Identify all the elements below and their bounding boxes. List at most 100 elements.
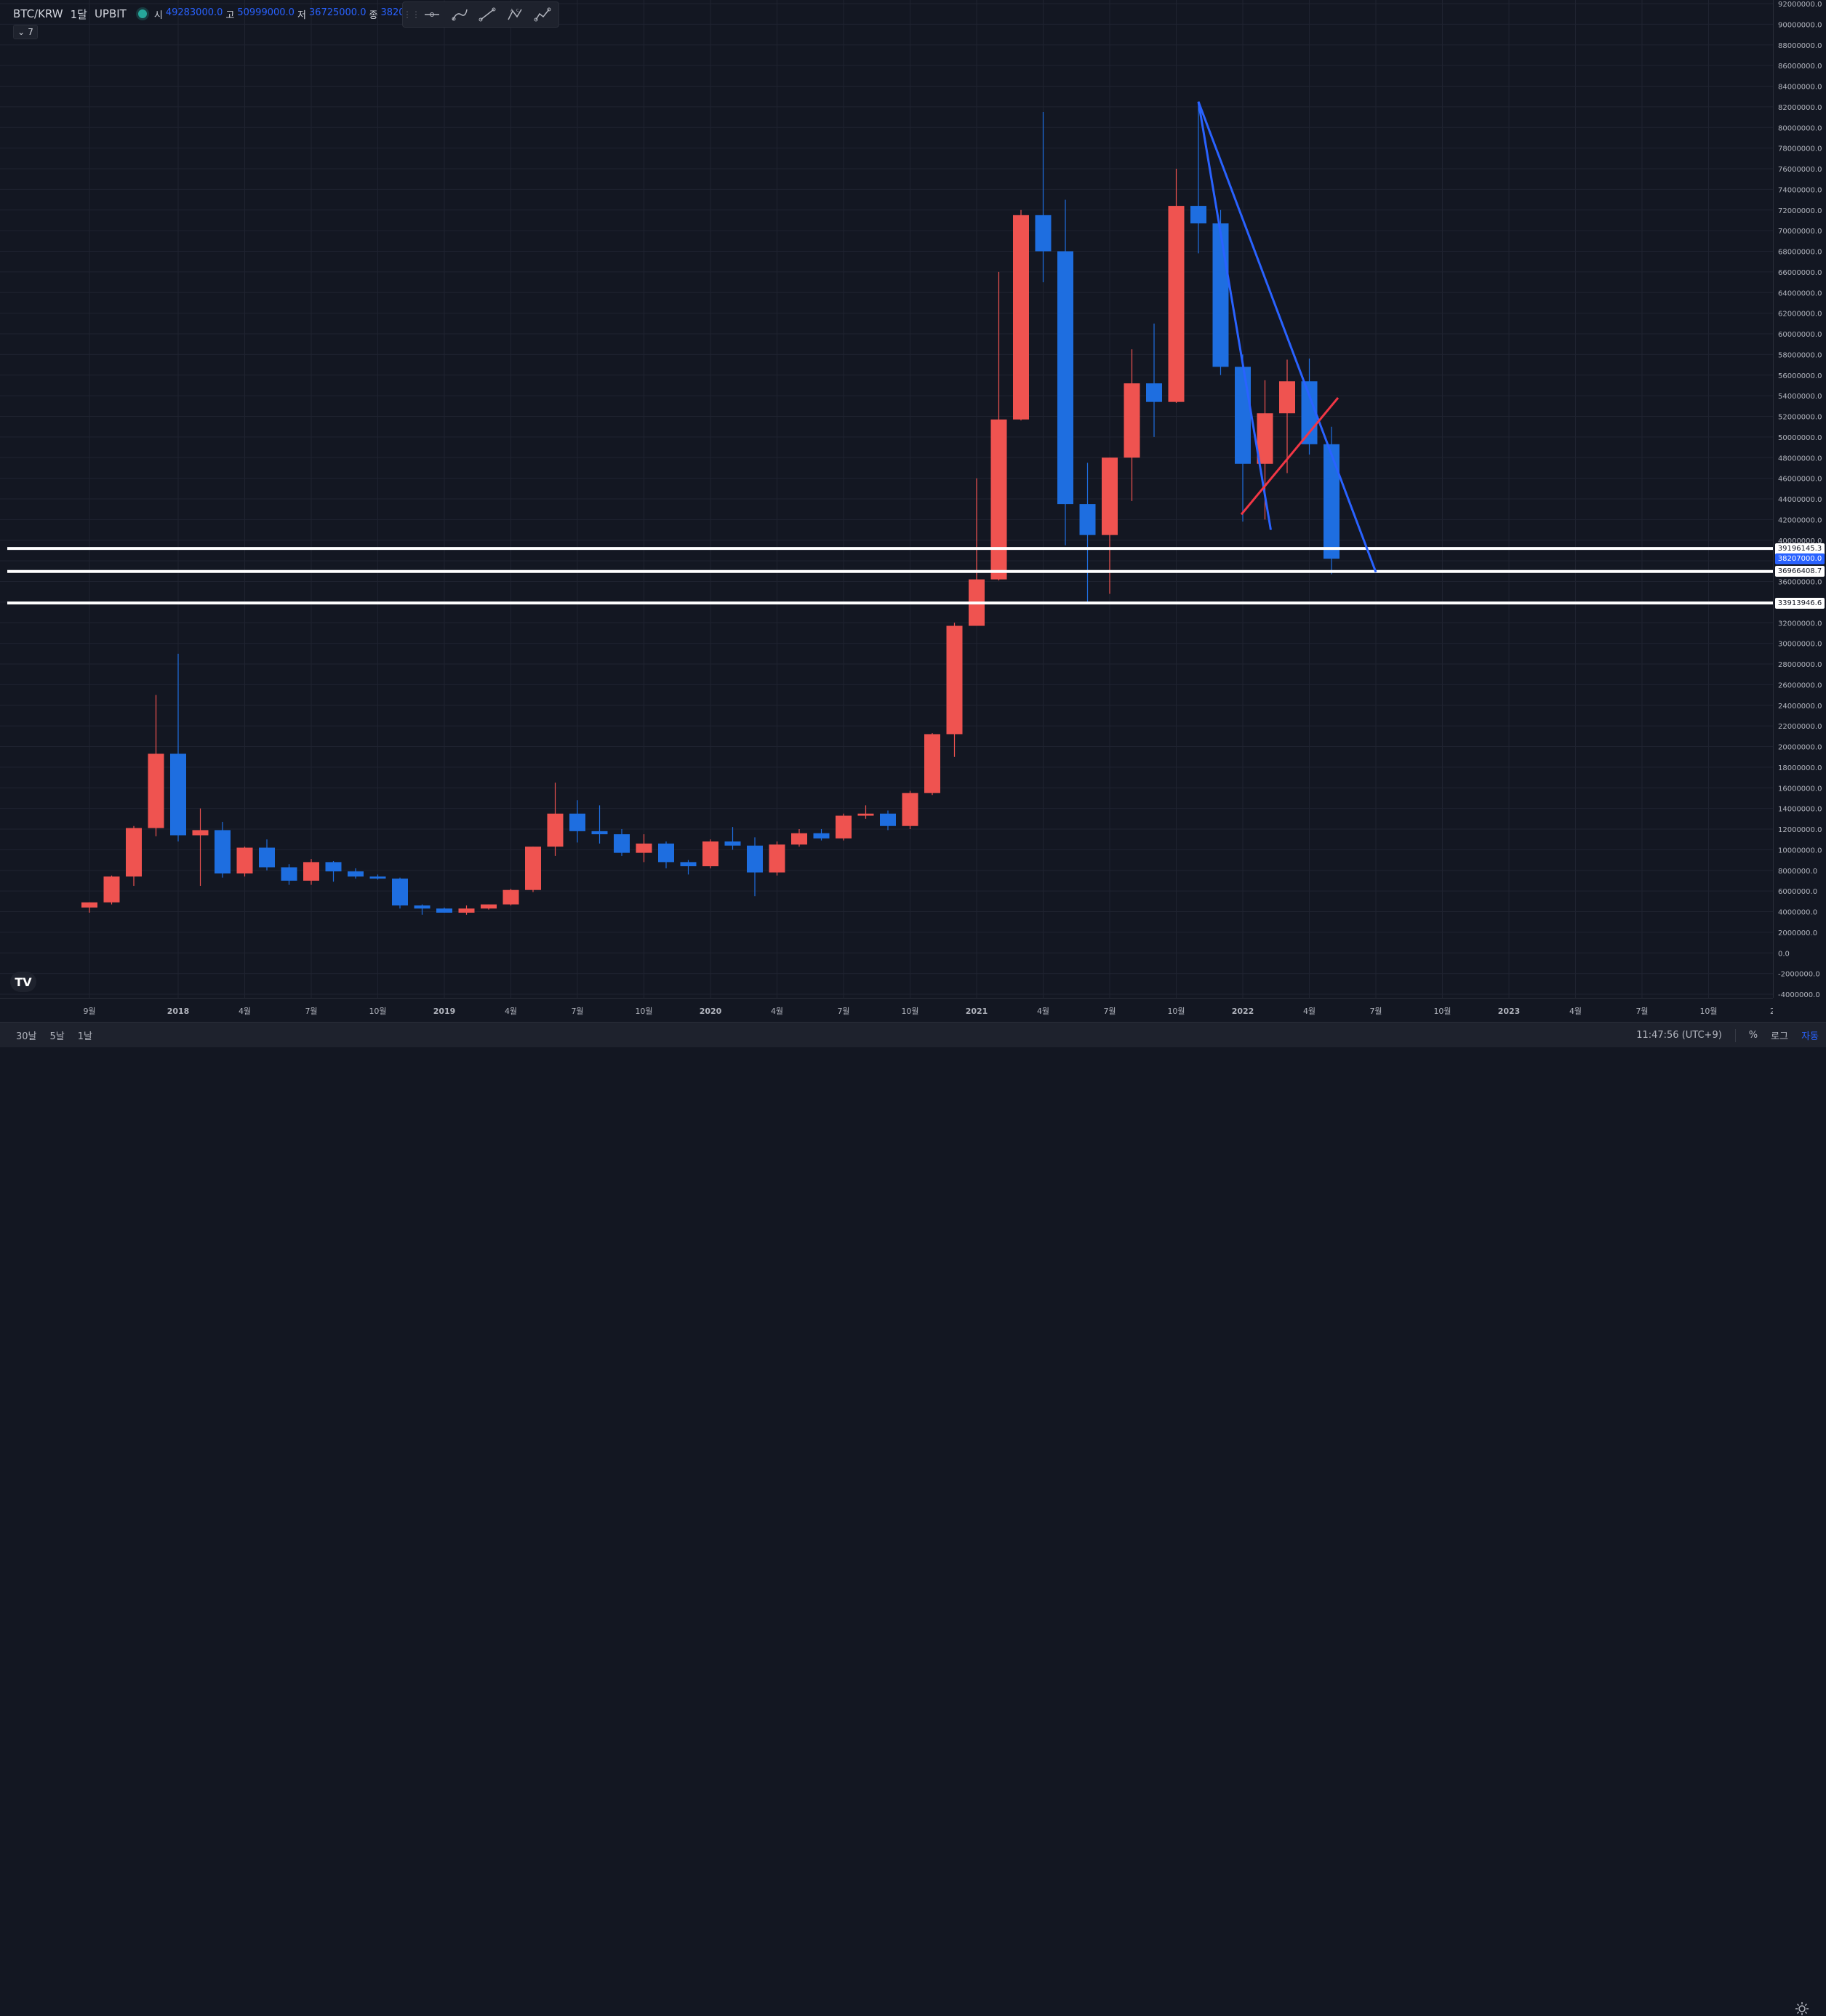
candle-body — [747, 845, 763, 873]
candle-body — [325, 862, 342, 872]
time-tick-label: 2021 — [966, 1007, 988, 1016]
candle-body — [259, 847, 275, 868]
time-tick-label: 2023 — [1498, 1007, 1521, 1016]
time-tick-label: 4월 — [239, 1007, 251, 1016]
time-tick-label: 2018 — [167, 1007, 190, 1016]
candle-body — [569, 813, 585, 831]
time-tick-label: 10월 — [1699, 1007, 1717, 1016]
log-scale-button[interactable]: 로그 — [1771, 1031, 1789, 1042]
price-tick-label: 72000000.0 — [1778, 207, 1822, 215]
candle-body — [924, 734, 940, 793]
open-value: 49283000.0 — [165, 7, 223, 18]
time-tick-label: 20 — [1770, 1007, 1773, 1016]
candle-body — [1235, 367, 1251, 464]
price-tick-label: 0.0 — [1778, 950, 1790, 958]
candle-body — [348, 871, 364, 877]
candle-body — [1013, 215, 1029, 420]
auto-scale-button[interactable]: 자동 — [1801, 1031, 1819, 1042]
brush-tool-icon[interactable] — [448, 4, 471, 25]
clock-time[interactable]: 11:47:56 (UTC+9) — [1636, 1030, 1722, 1041]
price-tick-label: -4000000.0 — [1778, 991, 1820, 998]
candle-body — [192, 830, 209, 836]
horizontal-line-tool-icon[interactable] — [420, 4, 444, 25]
price-tick-label: 74000000.0 — [1778, 186, 1822, 194]
price-tick-label: 90000000.0 — [1778, 21, 1822, 29]
price-tick-label: 62000000.0 — [1778, 311, 1822, 319]
candle-body — [414, 905, 431, 909]
chart-area[interactable]: BTC/KRW 1달 UPBIT 시 49283000.0 고 50999000.0… — [0, 0, 1776, 998]
price-tick-label: 52000000.0 — [1778, 414, 1822, 422]
candle-body — [1279, 381, 1295, 414]
trend-line-blue-long — [1197, 101, 1377, 573]
candle-body — [236, 847, 253, 874]
chart-plot[interactable] — [0, 0, 1776, 998]
time-tick-label: 10월 — [635, 1007, 652, 1016]
price-tick-label: 24000000.0 — [1778, 703, 1822, 711]
symbol-name[interactable]: BTC/KRW — [13, 7, 63, 20]
candle-body — [1035, 215, 1052, 252]
candle-body — [1257, 413, 1273, 464]
status-right: 11:47:56 (UTC+9) % 로그 자동 — [1636, 1028, 1819, 1042]
fib-tool-icon[interactable] — [531, 4, 554, 25]
candle-body — [680, 862, 697, 867]
time-tick-label: 10월 — [1167, 1007, 1185, 1016]
price-tick-label: 46000000.0 — [1778, 476, 1822, 484]
time-axis: 9월 2018 4월 7월 10월 2019 4월 7월 10월 2020 4월 7월 10월 2021 4… — [83, 1007, 1780, 1016]
price-tick-label: 18000000.0 — [1778, 764, 1822, 772]
price-tick-label: 82000000.0 — [1778, 104, 1822, 112]
price-scale[interactable]: 92000000.0 90000000.0 88000000.0 86000000.0… — [1773, 0, 1826, 999]
time-tick-label: 7월 — [305, 1007, 317, 1016]
low-key: 저 — [297, 9, 306, 21]
range-5d-button[interactable]: 5날 — [49, 1031, 65, 1042]
range-30d-button[interactable]: 30날 — [16, 1031, 37, 1042]
candle-body — [369, 876, 386, 879]
interval-label[interactable]: 1달 — [70, 7, 87, 21]
gear-icon[interactable] — [1795, 2001, 1809, 2016]
price-tick-label: 66000000.0 — [1778, 269, 1822, 277]
price-tick-label: 20000000.0 — [1778, 744, 1822, 752]
tradingview-logo[interactable]: TV — [10, 972, 36, 992]
high-key: 고 — [225, 9, 235, 21]
open-key: 시 — [153, 9, 163, 21]
price-tick-label: 10000000.0 — [1778, 847, 1822, 855]
percent-scale-button[interactable]: % — [1748, 1030, 1758, 1041]
trend-line-blue-short — [1197, 101, 1272, 530]
price-tick-label: 84000000.0 — [1778, 84, 1822, 92]
price-label-line-1: 39196145.3 — [1775, 543, 1825, 554]
candle-body — [1146, 383, 1162, 402]
candle-body — [813, 833, 830, 839]
time-tick-label: 7월 — [1103, 1007, 1116, 1016]
candle-body — [902, 793, 918, 826]
price-tick-label: 28000000.0 — [1778, 661, 1822, 669]
candle-body — [1190, 206, 1206, 224]
price-tick-label: 78000000.0 — [1778, 145, 1822, 153]
price-tick-label: 42000000.0 — [1778, 516, 1822, 524]
drag-handle-icon[interactable]: ⋮⋮ — [403, 9, 420, 20]
close-key: 종 — [369, 9, 378, 21]
time-tick-label: 2019 — [433, 1007, 456, 1016]
candle-body — [1212, 223, 1229, 367]
low-value: 36725000.0 — [308, 7, 367, 18]
candle-body — [215, 830, 231, 874]
candle-body — [103, 876, 120, 903]
time-tick-label: 2022 — [1232, 1007, 1254, 1016]
time-tick-label: 4월 — [505, 1007, 517, 1016]
time-tick-label: 10월 — [1433, 1007, 1451, 1016]
trend-line-red — [1240, 397, 1340, 516]
indicators-toggle-button[interactable]: ⌄ 7 — [13, 25, 38, 39]
price-tick-label: 60000000.0 — [1778, 331, 1822, 339]
candle-body — [481, 904, 497, 909]
candle-body — [1102, 457, 1118, 535]
range-1d-button[interactable]: 1날 — [77, 1031, 92, 1042]
trend-line-tool-icon[interactable] — [476, 4, 499, 25]
candle-body — [502, 889, 519, 905]
price-tick-label: 14000000.0 — [1778, 806, 1822, 814]
candle-body — [281, 867, 297, 881]
candle-body — [591, 831, 608, 835]
time-tick-label: 4월 — [1037, 1007, 1049, 1016]
price-tick-label: 12000000.0 — [1778, 826, 1822, 834]
time-scale[interactable]: 9월 2018 4월 7월 10월 2019 4월 7월 10월 2020 4월 7월 10월 2021 4… — [0, 998, 1809, 2015]
time-tick-label: 7월 — [571, 1007, 583, 1016]
time-tick-label: 9월 — [83, 1007, 95, 1016]
